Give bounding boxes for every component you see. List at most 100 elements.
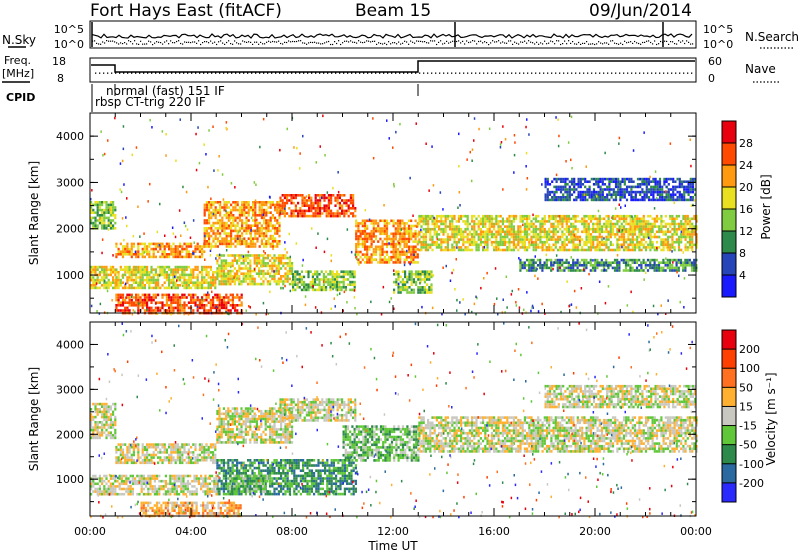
velocity-colorbar-tick: 15: [739, 400, 753, 413]
power-colorbar-label: Power [dB]: [759, 174, 773, 239]
velocity-colorbar-segment: [722, 330, 736, 350]
power-colorbar-segment: [722, 231, 736, 253]
power-band: [115, 293, 243, 315]
velocity-ytick-label: 1000: [56, 473, 84, 486]
power-band: [203, 201, 281, 248]
velocity-colorbar-tick: 200: [739, 343, 760, 356]
velocity-band: [228, 474, 269, 493]
cpid-label: CPID: [6, 91, 35, 104]
power-colorbar-tick: 16: [739, 203, 753, 216]
noise-left-tick-bottom: 10^0: [54, 38, 84, 51]
power-colorbar-segment: [722, 143, 736, 165]
velocity-band: [544, 384, 697, 409]
x-axis-label: Time UT: [367, 539, 418, 553]
velocity-ytick-label: 4000: [56, 338, 84, 351]
power-colorbar-segment: [722, 209, 736, 231]
x-tick-label: 04:00: [175, 525, 207, 538]
velocity-panel: 1000 2000 3000 4000 00:00 04:00 08:00 12:00 16:…: [27, 321, 778, 538]
cpid-mode-1: normal (fast) 151 IF: [106, 84, 225, 98]
power-ytick-label: 2000: [56, 223, 84, 236]
velocity-ytick-label: 3000: [56, 383, 84, 396]
power-colorbar-tick: 12: [739, 225, 753, 238]
x-tick-label: 20:00: [579, 525, 611, 538]
velocity-colorbar-tick: -50: [739, 439, 757, 452]
velocity-colorbar-tick: -100: [739, 458, 764, 471]
velocity-colorbar-segment: [722, 387, 736, 407]
velocity-colorbar-tick: 100: [739, 362, 760, 375]
power-band: [519, 258, 698, 272]
power-ytick-label: 1000: [56, 269, 84, 282]
velocity-colorbar-segment: [722, 349, 736, 369]
power-colorbar-tick: 28: [739, 137, 753, 150]
noise-right-tick-top: 10^5: [703, 23, 733, 36]
power-ytick-label: 3000: [56, 176, 84, 189]
freq-label-1: Freq.: [4, 54, 31, 67]
power-colorbar-tick: 4: [739, 269, 746, 282]
velocity-colorbar-segment: [722, 425, 736, 445]
frequency-line: [91, 60, 695, 73]
power-band: [292, 270, 356, 292]
x-tick-label: 12:00: [377, 525, 409, 538]
velocity-colorbar-label: Velocity [m s⁻¹]: [764, 372, 778, 465]
velocity-colorbar-tick: -200: [739, 477, 764, 490]
velocity-noise: [90, 322, 696, 519]
velocity-band: [279, 398, 357, 422]
beam-title: Beam 15: [355, 1, 431, 21]
x-tick-label: 00:00: [74, 525, 106, 538]
velocity-band: [216, 407, 294, 444]
velocity-band: [90, 402, 117, 440]
velocity-colorbar-tick: -15: [739, 420, 757, 433]
power-band: [90, 201, 117, 230]
station-title: Fort Hays East (fitACF): [90, 1, 282, 21]
power-colorbar-segment: [722, 121, 736, 143]
noise-right-tick-bottom: 10^0: [703, 38, 733, 51]
velocity-ytick-label: 2000: [56, 428, 84, 441]
freq-left-tick-bottom: 8: [57, 72, 64, 85]
noise-left-tick-top: 10^5: [54, 23, 84, 36]
power-colorbar-segment: [722, 275, 736, 297]
velocity-band: [342, 425, 420, 462]
noise-panel: N.Sky 10^5 10^0 10^5 10^0 N.Search: [2, 20, 799, 51]
noise-left-label: N.Sky: [2, 33, 36, 47]
power-colorbar-segment: [722, 165, 736, 187]
freq-left-tick-top: 18: [52, 55, 66, 68]
power-colorbar-tick: 20: [739, 181, 753, 194]
power-colorbar-tick: 8: [739, 247, 746, 260]
power-band: [418, 214, 698, 252]
velocity-ylabel: Slant Range [km]: [27, 367, 41, 471]
power-band: [393, 270, 433, 294]
velocity-band: [115, 443, 217, 465]
power-band: [279, 194, 357, 218]
power-band: [115, 242, 206, 259]
velocity-colorbar-segment: [722, 463, 736, 483]
power-ytick-label: 4000: [56, 130, 84, 143]
date-title: 09/Jun/2014: [589, 1, 692, 21]
power-panel: 1000 2000 3000 4000 Slant Range [km] 4 8 12 16…: [27, 112, 773, 316]
power-colorbar-segment: [722, 187, 736, 209]
x-tick-label: 16:00: [478, 525, 510, 538]
power-band: [115, 265, 217, 290]
power-ylabel: Slant Range [km]: [27, 161, 41, 265]
power-noise: [90, 114, 696, 316]
cpid-mode-2: rbsp CT-trig 220 IF: [95, 95, 206, 109]
power-colorbar-segment: [722, 253, 736, 275]
x-tick-label: 08:00: [276, 525, 308, 538]
freq-right-tick-top: 60: [708, 55, 722, 68]
cpid-panel: CPID normal (fast) 151 IF rbsp CT-trig 2…: [6, 84, 419, 112]
freq-label-2: [MHz]: [2, 67, 34, 80]
power-colorbar-tick: 24: [739, 159, 753, 172]
noise-sky-line: [91, 33, 693, 39]
velocity-colorbar-segment: [722, 444, 736, 464]
nave-label: Nave: [745, 62, 776, 76]
velocity-colorbar-segment: [722, 482, 736, 502]
velocity-band: [418, 416, 698, 453]
velocity-colorbar-tick: 50: [739, 381, 753, 394]
noise-right-label: N.Search: [745, 30, 799, 44]
velocity-colorbar-segment: [722, 406, 736, 426]
freq-panel: Freq. [MHz] 18 8 60 0 Nave: [2, 54, 780, 85]
freq-right-tick-bottom: 0: [708, 72, 715, 85]
x-tick-label: 00:00: [680, 525, 712, 538]
power-band: [544, 177, 697, 202]
velocity-colorbar-segment: [722, 368, 736, 388]
